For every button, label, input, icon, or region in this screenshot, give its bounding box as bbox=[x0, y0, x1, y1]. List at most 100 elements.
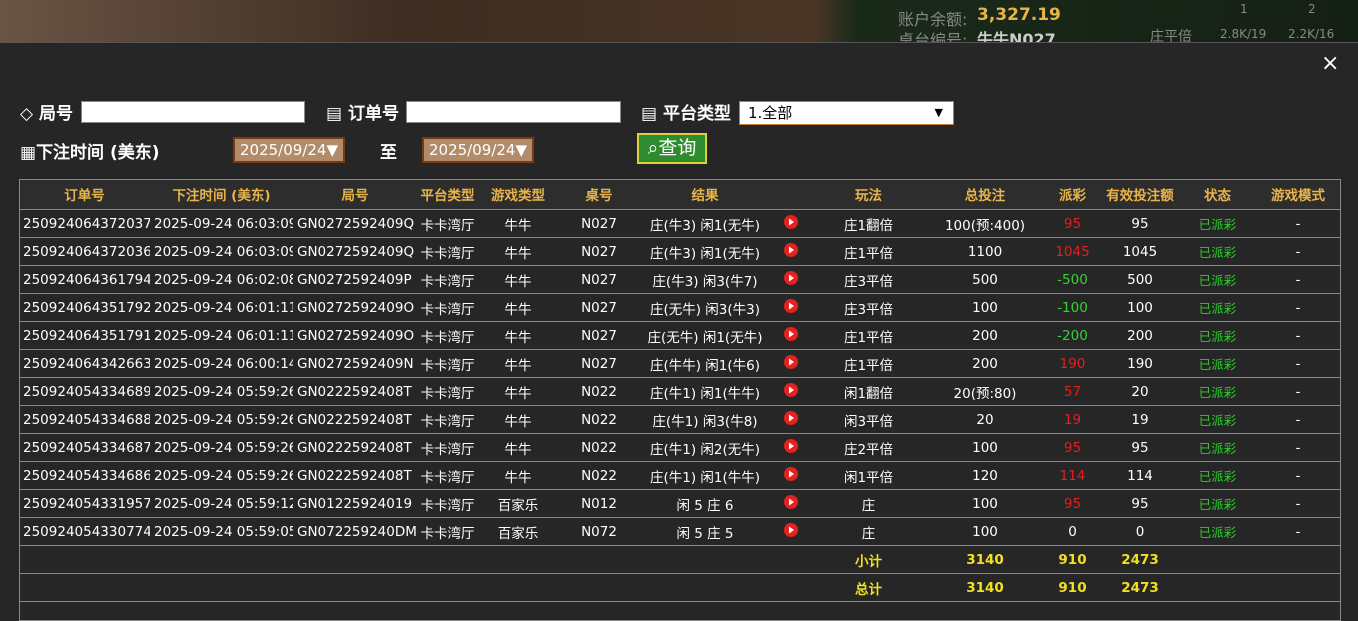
table-cell: 已派彩 bbox=[1180, 433, 1255, 462]
table-cell: 卡卡湾厅 bbox=[417, 349, 478, 378]
table-cell: -100 bbox=[1045, 293, 1100, 322]
table-cell: - bbox=[1255, 433, 1341, 462]
date-from[interactable]: 2025/09/24▼ bbox=[233, 137, 345, 163]
table-cell: 牛牛 bbox=[478, 349, 558, 378]
table-row: 250924064372036 2025-09-24 06:03:09 GN0272… bbox=[19, 237, 1341, 266]
table-cell: GN0272592409P bbox=[293, 265, 417, 294]
table-cell: 已派彩 bbox=[1180, 517, 1255, 546]
table-cell: N027 bbox=[558, 209, 640, 238]
date-to[interactable]: 2025/09/24▼ bbox=[422, 137, 534, 163]
round-input[interactable] bbox=[81, 101, 305, 123]
table-cell: 卡卡湾厅 bbox=[417, 517, 478, 546]
table-cell: N022 bbox=[558, 405, 640, 434]
table-cell: 100 bbox=[925, 293, 1045, 322]
table-cell: GN0272592409Q bbox=[293, 209, 417, 238]
subtotal-row: 小计 3140 910 2473 bbox=[19, 545, 1341, 574]
table-cell: 牛牛 bbox=[478, 321, 558, 350]
play-icon-cell bbox=[770, 349, 812, 378]
dialog: × ◇ 局号 ▤ 订单号 ▤ 平台类型 1.全部 ▼ ▦下注时间 (美东) 202… bbox=[0, 42, 1358, 621]
stat: 2.8K/19 bbox=[1220, 27, 1267, 41]
order-input[interactable] bbox=[406, 101, 621, 123]
table-row: 250924064361794 2025-09-24 06:02:08 GN0272… bbox=[19, 265, 1341, 294]
play-icon[interactable] bbox=[783, 298, 799, 314]
table-cell: GN0222592408T bbox=[293, 405, 417, 434]
search-button[interactable]: ⌕查询 bbox=[637, 133, 707, 164]
table-cell: 庄(无牛) 闲3(牛3) bbox=[640, 293, 770, 322]
table-cell: 1100 bbox=[925, 237, 1045, 266]
table-cell: 100 bbox=[925, 433, 1045, 462]
play-icon[interactable] bbox=[783, 522, 799, 538]
table-cell: GN0222592408T bbox=[293, 433, 417, 462]
table-row: 250924054334689 2025-09-24 05:59:26 GN0222… bbox=[19, 377, 1341, 406]
table-cell: 2025-09-24 05:59:12 bbox=[150, 489, 293, 518]
play-icon[interactable] bbox=[783, 326, 799, 342]
stat: 2.2K/16 bbox=[1288, 27, 1335, 41]
column-header: 平台类型 bbox=[417, 179, 478, 210]
play-icon[interactable] bbox=[783, 270, 799, 286]
table-cell: 120 bbox=[925, 461, 1045, 490]
label-text: 下注时间 (美东) bbox=[36, 143, 160, 163]
column-header: 结果 bbox=[640, 179, 770, 210]
play-icon[interactable] bbox=[783, 466, 799, 482]
column-header: 总投注 bbox=[925, 179, 1045, 210]
table-cell: N027 bbox=[558, 293, 640, 322]
time-label: ▦下注时间 (美东) bbox=[20, 143, 160, 163]
platform-select[interactable]: 1.全部 ▼ bbox=[739, 101, 954, 125]
table-cell: 250924064351792 bbox=[19, 293, 150, 322]
table-cell: 250924064361794 bbox=[19, 265, 150, 294]
play-icon-cell bbox=[770, 377, 812, 406]
table-cell: 20 bbox=[1100, 377, 1180, 406]
table-cell: 100 bbox=[925, 489, 1045, 518]
table-cell: - bbox=[1255, 321, 1341, 350]
table-cell: 2025-09-24 05:59:05 bbox=[150, 517, 293, 546]
play-icon[interactable] bbox=[783, 438, 799, 454]
table-cell: 牛牛 bbox=[478, 265, 558, 294]
play-icon[interactable] bbox=[783, 494, 799, 510]
table-cell: GN0272592409O bbox=[293, 321, 417, 350]
table-cell: 190 bbox=[1045, 349, 1100, 378]
table-cell: 庄(无牛) 闲1(无牛) bbox=[640, 321, 770, 350]
table-body: 250924064372037 2025-09-24 06:03:09 GN0272… bbox=[19, 209, 1341, 602]
play-icon-cell bbox=[770, 321, 812, 350]
table-cell: GN072259240DM bbox=[293, 517, 417, 546]
play-icon[interactable] bbox=[783, 410, 799, 426]
table-cell: 庄(牛牛) 闲1(牛6) bbox=[640, 349, 770, 378]
table-cell: - bbox=[1255, 237, 1341, 266]
table-cell: 2025-09-24 06:03:09 bbox=[150, 237, 293, 266]
table-cell: 19 bbox=[1100, 405, 1180, 434]
close-button[interactable]: × bbox=[1321, 51, 1340, 76]
bet-label: 庄平倍 bbox=[1150, 29, 1192, 42]
table-cell: 2025-09-24 05:59:26 bbox=[150, 377, 293, 406]
table-cell: 已派彩 bbox=[1180, 405, 1255, 434]
play-icon-cell bbox=[770, 209, 812, 238]
table-cell: 庄(牛1) 闲2(无牛) bbox=[640, 433, 770, 462]
label-text: 平台类型 bbox=[662, 104, 731, 124]
table-cell: GN0272592409Q bbox=[293, 237, 417, 266]
table-cell: 100(预:400) bbox=[925, 209, 1045, 238]
table-cell: - bbox=[1255, 209, 1341, 238]
table-cell: 已派彩 bbox=[1180, 489, 1255, 518]
table-cell: 0 bbox=[1100, 517, 1180, 546]
table-cell: 卡卡湾厅 bbox=[417, 321, 478, 350]
column-header: 游戏类型 bbox=[478, 179, 558, 210]
subtotal-cell: 910 bbox=[1045, 545, 1100, 574]
table-cell: 庄 bbox=[812, 489, 925, 518]
table-cell: - bbox=[1255, 461, 1341, 490]
play-icon[interactable] bbox=[783, 382, 799, 398]
table-cell: 95 bbox=[1100, 209, 1180, 238]
table-cell: 庄2平倍 bbox=[812, 433, 925, 462]
play-icon[interactable] bbox=[783, 354, 799, 370]
table-cell: 250924054334688 bbox=[19, 405, 150, 434]
table-cell: 200 bbox=[1100, 321, 1180, 350]
table-cell: 庄1翻倍 bbox=[812, 209, 925, 238]
table-cell: 已派彩 bbox=[1180, 349, 1255, 378]
table-cell: 庄(牛1) 闲1(牛牛) bbox=[640, 377, 770, 406]
play-icon[interactable] bbox=[783, 214, 799, 230]
table-cell: 庄(牛3) 闲1(无牛) bbox=[640, 237, 770, 266]
table-cell: 已派彩 bbox=[1180, 293, 1255, 322]
table-cell: 卡卡湾厅 bbox=[417, 461, 478, 490]
table-cell: 卡卡湾厅 bbox=[417, 209, 478, 238]
table-cell: 2025-09-24 06:02:08 bbox=[150, 265, 293, 294]
play-icon[interactable] bbox=[783, 242, 799, 258]
table-cell: N072 bbox=[558, 517, 640, 546]
